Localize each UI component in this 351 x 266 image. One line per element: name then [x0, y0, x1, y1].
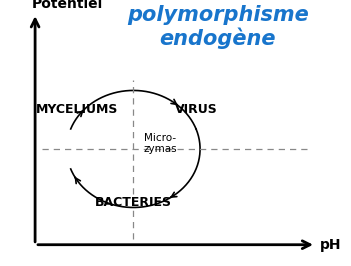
Text: Micro-
zymas: Micro- zymas [144, 133, 178, 154]
Text: polymorphisme
endogène: polymorphisme endogène [127, 5, 309, 49]
Text: VIRUS: VIRUS [175, 103, 218, 115]
Text: MYCELIUMS: MYCELIUMS [36, 103, 118, 115]
Text: BACTERIES: BACTERIES [95, 196, 172, 209]
Text: Potentiel: Potentiel [32, 0, 103, 11]
Text: pH: pH [319, 238, 341, 252]
